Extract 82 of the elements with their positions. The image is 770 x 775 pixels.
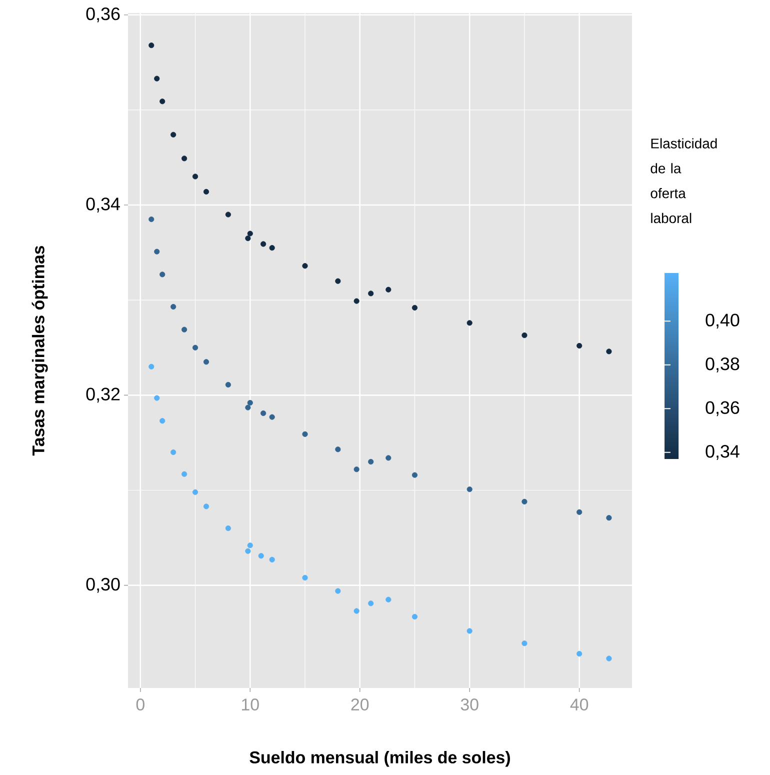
x-tick-label: 0 (136, 698, 144, 711)
point (181, 471, 188, 477)
point (160, 418, 166, 424)
point (203, 504, 210, 510)
point (386, 596, 392, 602)
point (412, 614, 418, 620)
x-tick-label: 40 (570, 698, 588, 711)
point (522, 332, 528, 338)
point (154, 395, 160, 401)
point (386, 455, 392, 461)
point (245, 404, 251, 410)
point (181, 326, 188, 332)
point (466, 628, 472, 634)
point (247, 230, 253, 236)
point (260, 241, 266, 247)
point (170, 304, 176, 310)
point (245, 548, 251, 554)
point (576, 650, 582, 657)
point (302, 263, 308, 269)
x-axis-title: Sueldo mensual (miles de soles) (250, 750, 510, 767)
y-tick-label: 0,30 (86, 578, 120, 593)
point (269, 414, 275, 420)
y-tick-label: 0,36 (86, 7, 120, 22)
point (368, 600, 374, 606)
y-tick-label: 0,34 (86, 198, 120, 212)
point (522, 498, 528, 504)
point (269, 245, 275, 251)
point (225, 212, 231, 218)
x-tick-label: 20 (351, 698, 369, 711)
point (606, 515, 612, 521)
point (335, 278, 341, 284)
x-tick-label: 10 (242, 698, 259, 711)
point (368, 458, 374, 465)
point (302, 431, 308, 437)
point (170, 132, 176, 138)
point (335, 446, 341, 452)
point (354, 608, 360, 614)
color-bar-label: 0,36 (706, 401, 740, 416)
point (225, 525, 231, 532)
point (606, 348, 612, 354)
color-bar-label: 0,38 (706, 357, 740, 372)
point (160, 98, 166, 104)
x-tick-label: 30 (460, 698, 478, 711)
point (354, 466, 360, 472)
point (354, 298, 360, 304)
point (522, 640, 528, 646)
point (247, 400, 253, 406)
color-bar-label: 0,34 (706, 445, 740, 460)
point (148, 364, 154, 370)
point (606, 656, 612, 662)
point (269, 556, 275, 562)
color-bar-title: Elasticidad de la oferta laboral (650, 138, 717, 224)
point (335, 588, 341, 594)
color-bar-label: 0,40 (706, 314, 740, 329)
point (170, 449, 176, 456)
point (576, 342, 582, 349)
point (225, 382, 231, 388)
point (154, 76, 160, 82)
point (302, 574, 308, 581)
point (247, 542, 253, 548)
point (576, 509, 582, 515)
point (245, 236, 251, 242)
y-tick-label: 0,32 (86, 388, 120, 403)
point (412, 304, 418, 311)
point (192, 174, 198, 180)
point (466, 320, 472, 326)
point (148, 42, 154, 48)
point (466, 486, 472, 492)
point (192, 344, 198, 350)
point (386, 286, 392, 292)
point (260, 410, 266, 416)
point (203, 359, 210, 365)
point (148, 216, 154, 222)
point (192, 489, 198, 495)
point (258, 553, 264, 559)
point (154, 248, 160, 254)
point (412, 472, 418, 478)
point (203, 188, 210, 195)
point (181, 156, 188, 162)
y-axis-title: Tasas marginales óptimas (32, 246, 48, 456)
point (160, 272, 166, 278)
point (368, 290, 374, 296)
